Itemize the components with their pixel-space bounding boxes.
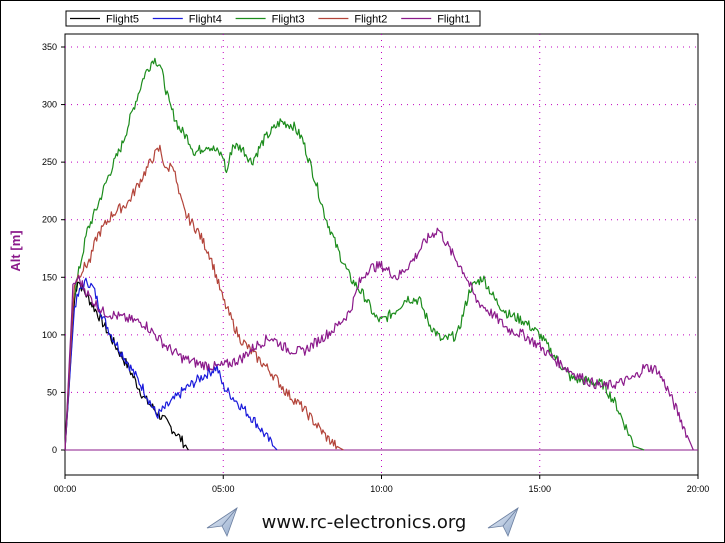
y-tick-label: 300 bbox=[42, 100, 57, 110]
y-tick-label: 350 bbox=[42, 42, 57, 52]
legend-label: Flight4 bbox=[189, 14, 222, 26]
legend-label: Flight1 bbox=[437, 14, 470, 26]
x-tick-label: 05:00 bbox=[212, 484, 235, 494]
legend-box bbox=[65, 10, 481, 27]
series-line-flight4 bbox=[64, 277, 278, 451]
y-tick-label: 100 bbox=[42, 330, 57, 340]
y-tick-label: 250 bbox=[42, 157, 57, 167]
series-line-flight2 bbox=[64, 144, 344, 451]
y-tick-label: 0 bbox=[52, 445, 57, 455]
legend: Flight5 Flight4 Flight3 Flight2 Flight1 bbox=[65, 10, 481, 27]
grid bbox=[65, 34, 698, 475]
x-tick-label: 10:00 bbox=[370, 484, 393, 494]
legend-label: Flight2 bbox=[354, 14, 387, 26]
legend-label: Flight3 bbox=[272, 14, 305, 26]
series-line-flight3 bbox=[64, 57, 645, 451]
legend-label: Flight5 bbox=[106, 14, 139, 26]
paper-plane-icon bbox=[487, 506, 519, 538]
y-axis: 0 50 100 150 200 250 300 350 bbox=[42, 42, 65, 455]
series-group bbox=[64, 57, 694, 451]
x-axis: 00:00 05:00 10:00 15:00 20:00 bbox=[54, 475, 710, 494]
y-axis-label: Alt [m] bbox=[8, 230, 23, 271]
y-tick-label: 150 bbox=[42, 272, 57, 282]
y-tick-label: 200 bbox=[42, 215, 57, 225]
x-tick-label: 15:00 bbox=[528, 484, 551, 494]
x-tick-label: 00:00 bbox=[54, 484, 77, 494]
footer-url: www.rc-electronics.org bbox=[262, 512, 467, 533]
y-tick-label: 50 bbox=[47, 387, 57, 397]
paper-plane-icon bbox=[206, 506, 238, 538]
series-line-flight1 bbox=[64, 227, 694, 451]
x-tick-label: 20:00 bbox=[687, 484, 710, 494]
